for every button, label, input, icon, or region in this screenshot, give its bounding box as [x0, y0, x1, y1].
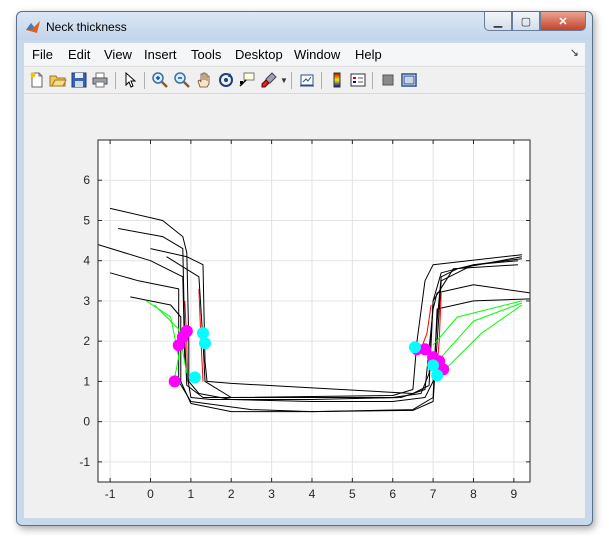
figure-toolbar: ▼ [24, 66, 585, 94]
figure-canvas: -1 0 1 2 3 4 5 6 7 8 9 -1 0 1 2 3 4 5 6 [24, 94, 585, 518]
figure-window: Neck thickness ▁ ▢ ✕ File Edit View Inse… [16, 11, 593, 526]
menu-file[interactable]: File [32, 47, 53, 62]
green-series-line [440, 302, 523, 358]
close-button[interactable]: ✕ [540, 12, 586, 31]
green-series-line [154, 304, 188, 374]
green-series-line [444, 304, 523, 370]
window-title: Neck thickness [46, 20, 127, 34]
zoom-out-icon[interactable] [173, 71, 191, 89]
green-series-line [432, 300, 523, 346]
minimize-button[interactable]: ▁ [484, 12, 512, 31]
x-tick-label: 2 [228, 487, 235, 501]
cyan-marker [427, 359, 440, 372]
axes-background [98, 140, 530, 482]
plot-data-group [98, 207, 530, 413]
axes-box [97, 139, 531, 483]
x-tick-label: 0 [147, 487, 154, 501]
minimize-icon: ▁ [493, 15, 503, 28]
matlab-icon [26, 21, 40, 33]
edit-plot-arrow-icon[interactable] [121, 71, 139, 89]
black-series-line [98, 244, 530, 400]
close-icon: ✕ [558, 15, 568, 28]
rotate-3d-icon[interactable] [217, 71, 235, 89]
brush-dropdown-arrow-icon[interactable]: ▼ [280, 76, 288, 85]
black-series-line [109, 272, 530, 413]
cyan-marker [431, 369, 444, 382]
menu-view[interactable]: View [104, 47, 132, 62]
menu-desktop[interactable]: Desktop [235, 47, 283, 62]
cyan-marker [188, 371, 201, 384]
y-tick-label: 6 [83, 173, 90, 187]
magenta-marker [180, 325, 193, 338]
brush-icon[interactable] [260, 71, 278, 89]
menu-tools[interactable]: Tools [191, 47, 222, 62]
menu-window[interactable]: Window [294, 47, 341, 62]
pan-hand-icon[interactable] [195, 71, 213, 89]
toolbar-separator [321, 72, 322, 89]
maximize-icon: ▢ [520, 15, 532, 28]
black-series-line [130, 260, 518, 413]
save-icon[interactable] [70, 71, 88, 89]
toolbar-separator [372, 72, 373, 89]
link-plot-icon[interactable] [298, 71, 316, 89]
cyan-marker [198, 337, 211, 350]
new-figure-icon[interactable] [28, 71, 46, 89]
maximize-button[interactable]: ▢ [512, 12, 540, 31]
black-series-line [118, 228, 522, 398]
toolbar-separator [115, 72, 116, 89]
figure-client-area: File Edit View Insert Tools Desktop Wind… [24, 43, 585, 518]
x-tick-label: 7 [430, 487, 437, 501]
x-tick-label: 3 [268, 487, 275, 501]
menu-help[interactable]: Help [355, 47, 382, 62]
insert-colorbar-icon[interactable] [328, 71, 346, 89]
x-tick-label: 4 [309, 487, 316, 501]
menu-insert[interactable]: Insert [144, 47, 177, 62]
y-tick-label: -1 [79, 455, 90, 469]
insert-legend-icon[interactable] [349, 71, 367, 89]
toolbar-separator [291, 72, 292, 89]
cyan-marker [196, 327, 209, 340]
zoom-in-icon[interactable] [151, 71, 169, 89]
menu-bar: File Edit View Insert Tools Desktop Wind… [24, 43, 585, 65]
black-series-line [166, 254, 522, 398]
dock-arrow-icon[interactable]: ↘ [569, 47, 579, 59]
data-cursor-icon[interactable] [238, 71, 256, 89]
black-series-line [150, 248, 518, 394]
y-tick-label: 3 [83, 294, 90, 308]
y-tick-label: 5 [83, 213, 90, 227]
y-tick-label: 1 [83, 374, 90, 388]
title-bar[interactable]: Neck thickness ▁ ▢ ✕ [17, 12, 592, 40]
black-series-line [109, 207, 522, 402]
x-tick-label: 6 [389, 487, 396, 501]
y-tick-label: 0 [83, 415, 90, 429]
x-tick-label: 9 [511, 487, 518, 501]
toolbar-separator [144, 72, 145, 89]
menu-edit[interactable]: Edit [68, 47, 91, 62]
cyan-marker [408, 341, 421, 354]
y-tick-label: 2 [83, 334, 90, 348]
magenta-marker [168, 375, 181, 388]
x-tick-label: 8 [470, 487, 477, 501]
open-file-icon[interactable] [49, 71, 67, 89]
plot-axes[interactable]: -1 0 1 2 3 4 5 6 7 8 9 -1 0 1 2 3 4 5 6 [24, 94, 585, 518]
y-tick-label: 4 [83, 254, 90, 268]
x-tick-label: 1 [188, 487, 195, 501]
x-tick-label: 5 [349, 487, 356, 501]
hide-plot-tools-icon[interactable] [379, 71, 397, 89]
print-icon[interactable] [91, 71, 109, 89]
x-tick-label: -1 [105, 487, 116, 501]
show-plot-tools-icon[interactable] [400, 71, 418, 89]
